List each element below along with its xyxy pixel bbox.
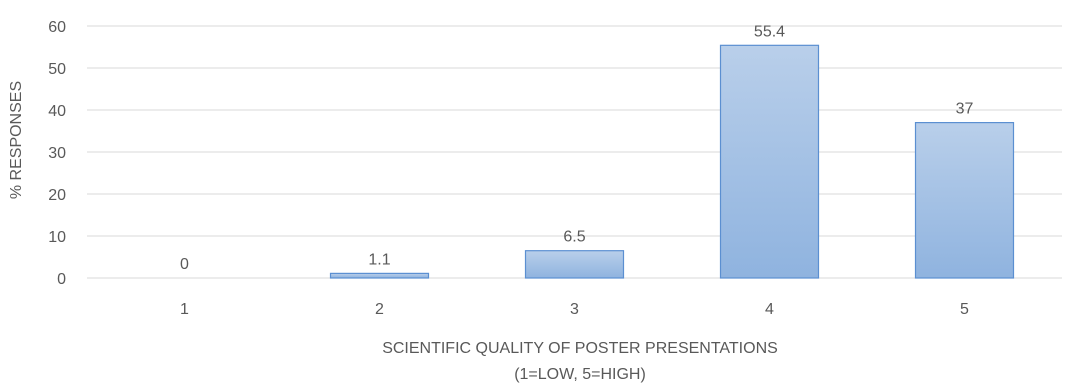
x-axis-title-line-2: (1=LOW, 5=HIGH)	[514, 366, 646, 383]
x-tick-label-4: 4	[765, 301, 774, 318]
y-tick-label: 20	[48, 187, 66, 204]
bar-5	[914, 121, 1015, 279]
x-tick-label-5: 5	[960, 301, 969, 318]
y-tick-label: 0	[57, 271, 66, 288]
x-tick-label-3: 3	[570, 301, 579, 318]
x-tick-label-2: 2	[375, 301, 384, 318]
bar-3	[524, 250, 625, 279]
bars	[329, 44, 1015, 279]
bar-2	[329, 272, 430, 279]
data-label-3: 6.5	[563, 229, 585, 246]
gridlines	[87, 25, 1062, 279]
y-tick-label: 60	[48, 19, 66, 36]
data-label-4: 55.4	[754, 23, 785, 40]
x-axis-title-line-1: SCIENTIFIC QUALITY OF POSTER PRESENTATIO…	[382, 340, 778, 357]
data-label-2: 1.1	[368, 251, 390, 268]
x-axis-ticks: 1 2 3 4 5	[180, 301, 969, 318]
data-labels: 0 1.1 6.5 55.4 37	[180, 23, 973, 273]
data-label-1: 0	[180, 256, 189, 273]
y-tick-label: 50	[48, 61, 66, 78]
y-tick-label: 40	[48, 103, 66, 120]
y-axis-ticks: 0 10 20 30 40 50 60	[48, 19, 66, 288]
y-tick-label: 30	[48, 145, 66, 162]
y-tick-label: 10	[48, 229, 66, 246]
data-label-5: 37	[956, 101, 974, 118]
bar-4	[719, 44, 820, 279]
x-tick-label-1: 1	[180, 301, 189, 318]
y-axis-title: % RESPONSES	[8, 81, 25, 199]
